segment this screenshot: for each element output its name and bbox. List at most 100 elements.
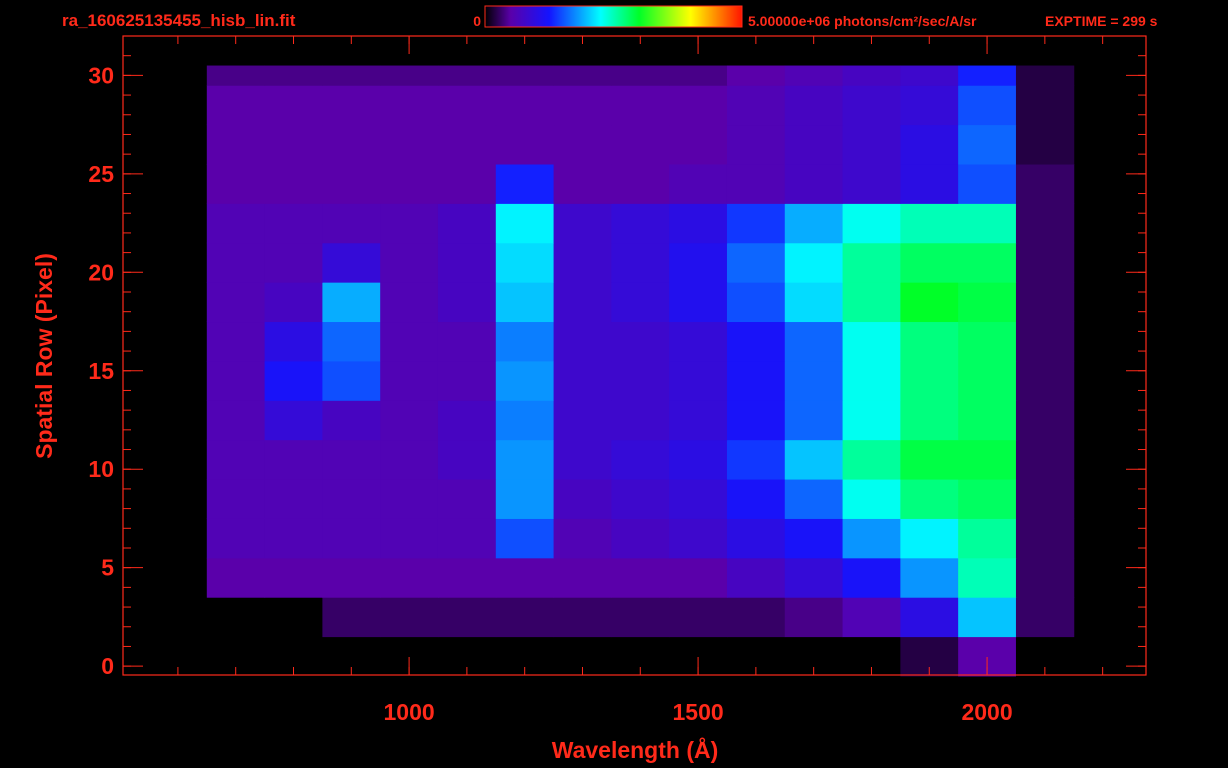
cell: [842, 321, 901, 362]
cell: [437, 597, 497, 638]
cell: [437, 282, 497, 323]
cell: [726, 203, 786, 244]
cell: [784, 400, 844, 441]
cell: [669, 518, 728, 559]
cell: [206, 479, 266, 519]
cell: [206, 518, 266, 559]
cell: [322, 242, 381, 283]
y-tick-label: 25: [88, 161, 114, 187]
cell: [726, 124, 786, 165]
cell: [380, 282, 439, 323]
cell: [264, 85, 323, 126]
cell: [322, 203, 381, 244]
cell: [380, 124, 439, 165]
cell: [958, 400, 1017, 441]
cell: [842, 557, 901, 598]
cell: [900, 203, 959, 244]
cell: [322, 557, 381, 598]
cell: [1015, 85, 1075, 126]
cell: [669, 479, 728, 519]
cell: [726, 360, 786, 401]
cell: [611, 203, 670, 244]
cell: [206, 557, 266, 598]
cell: [206, 163, 266, 204]
cell: [495, 518, 555, 559]
cell: [322, 85, 381, 126]
cell: [206, 282, 266, 323]
colorbar: [484, 5, 743, 28]
cell: [669, 400, 728, 441]
cell: [842, 85, 901, 126]
cell: [900, 400, 959, 441]
cell: [784, 557, 844, 598]
cell: [437, 557, 497, 598]
cell: [495, 282, 555, 323]
cell: [206, 124, 266, 165]
cell: [669, 163, 728, 204]
cell: [784, 124, 844, 165]
cell: [669, 439, 728, 480]
cell: [437, 439, 497, 480]
y-tick-label: 0: [101, 653, 114, 679]
cell: [495, 321, 555, 362]
cell: [1015, 479, 1075, 519]
cell: [1015, 203, 1075, 244]
cell: [611, 65, 670, 86]
cell: [958, 282, 1017, 323]
cell: [322, 518, 381, 559]
cell: [726, 85, 786, 126]
cell: [958, 439, 1017, 480]
cell: [322, 400, 381, 441]
cell: [784, 360, 844, 401]
cell: [380, 479, 439, 519]
cell: [842, 163, 901, 204]
cell: [900, 557, 959, 598]
cell: [900, 282, 959, 323]
cell: [611, 242, 670, 283]
cell: [322, 360, 381, 401]
cell: [553, 479, 612, 519]
cell: [495, 163, 555, 204]
cell: [1015, 242, 1075, 283]
cell: [495, 85, 555, 126]
cell: [380, 65, 439, 86]
cell: [553, 282, 612, 323]
cell: [264, 360, 323, 401]
y-tick-label: 15: [88, 358, 114, 384]
cell: [726, 597, 786, 638]
cell: [437, 203, 497, 244]
cell: [958, 85, 1017, 126]
cell: [726, 557, 786, 598]
cell: [437, 124, 497, 165]
cell: [669, 124, 728, 165]
y-tick-label: 5: [101, 555, 114, 581]
cell: [495, 557, 555, 598]
cell: [1015, 360, 1075, 401]
cell: [264, 242, 323, 283]
cell: [958, 518, 1017, 559]
cell: [784, 242, 844, 283]
cell: [322, 163, 381, 204]
cell: [264, 282, 323, 323]
cell: [206, 321, 266, 362]
cell: [206, 242, 266, 283]
exposure: EXPTIME = 299 s: [1045, 13, 1158, 29]
cell: [1015, 597, 1075, 638]
cell: [206, 597, 266, 638]
x-axis-label: Wavelength (Å): [552, 736, 719, 763]
cell: [784, 439, 844, 480]
cell: [495, 479, 555, 519]
colorbar-max: 5.00000e+06 photons/cm²/sec/A/sr: [748, 13, 977, 29]
cell: [611, 557, 670, 598]
cell: [669, 65, 728, 86]
cell: [495, 124, 555, 165]
cell: [669, 85, 728, 126]
cell: [726, 242, 786, 283]
cell: [380, 163, 439, 204]
cell: [322, 321, 381, 362]
cell: [1015, 282, 1075, 323]
cell: [437, 400, 497, 441]
chart-title: ra_160625135455_hisb_lin.fit: [62, 11, 296, 30]
cell: [669, 597, 728, 638]
cell: [380, 439, 439, 480]
